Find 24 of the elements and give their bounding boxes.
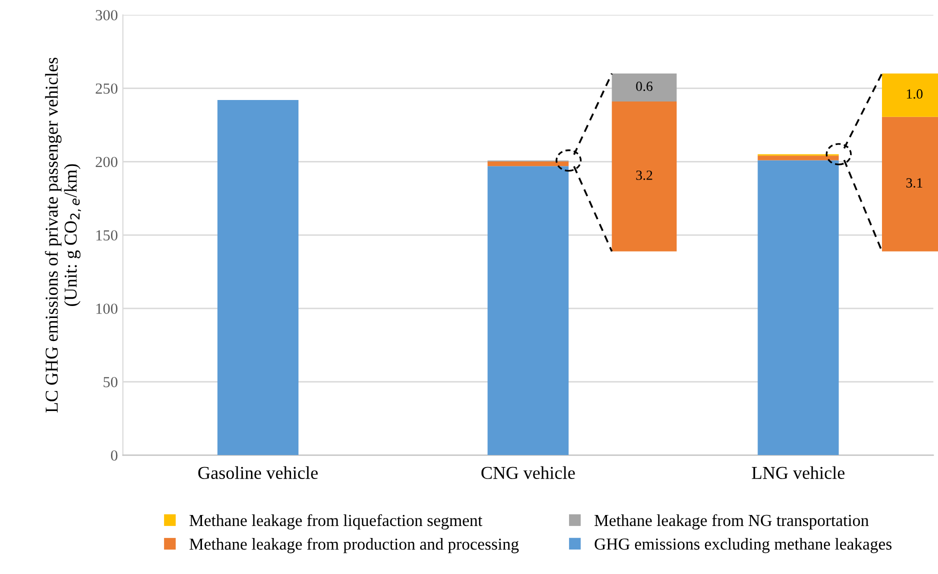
annotation: 1.0	[906, 89, 923, 99]
legend-label: Methane leakage from NG transportation	[594, 514, 869, 530]
y-tick-label: 50	[104, 376, 118, 388]
y-tick-label: 300	[96, 10, 118, 20]
y-tick-label: 200	[96, 156, 118, 168]
legend-label: Methane leakage from liquefaction segment	[190, 514, 482, 530]
annotation: 3.1	[906, 178, 922, 188]
x-tick-label: LNG vehicle	[752, 466, 844, 479]
y-tick-label: 250	[96, 83, 118, 94]
y-tick-label: 150	[96, 230, 118, 241]
y-tick-label: 100	[96, 304, 118, 314]
bar	[488, 166, 569, 456]
bar	[217, 100, 298, 456]
y-axis-title: LC GHG emissions of private passenger vehicles (Unit: g CO$_{2,e}$/km)	[44, 58, 82, 413]
y-tick-label: 0	[110, 450, 118, 461]
legend-label: Methane leakage from production and processing	[190, 538, 519, 554]
legend-label: GHG emissions excluding methane leakages	[594, 538, 892, 554]
bar	[758, 160, 839, 456]
annotation: 3.2	[636, 170, 652, 180]
x-tick-label: Gasoline vehicle	[198, 466, 318, 479]
bar	[758, 156, 839, 160]
x-tick-label: CNG vehicle	[481, 466, 575, 479]
annotation: 0.6	[636, 82, 653, 92]
bar	[488, 161, 569, 166]
